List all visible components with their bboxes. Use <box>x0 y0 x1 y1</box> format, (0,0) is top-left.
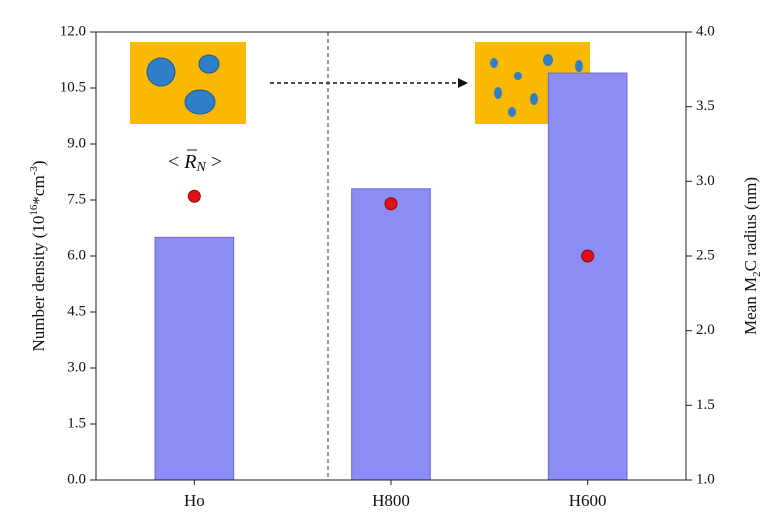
bar <box>154 236 235 481</box>
y2-tick-label: 3.0 <box>696 173 715 189</box>
bar <box>547 72 628 481</box>
inset-coarse <box>130 42 246 124</box>
y2-tick-label: 4.0 <box>696 23 715 39</box>
y-tick-label: 7.5 <box>67 191 86 207</box>
y2-axis-label: Mean M2C radius (nm) <box>741 177 763 335</box>
bar <box>351 188 431 481</box>
y2-tick-label: 1.5 <box>696 397 715 413</box>
y-tick-label: 1.5 <box>67 415 86 431</box>
x-tick-label: H800 <box>372 491 410 510</box>
point-annotation: < RN > <box>168 151 222 176</box>
y-tick-label: 10.5 <box>60 79 86 95</box>
point <box>187 189 201 203</box>
y2-tick-label: 1.0 <box>696 471 715 487</box>
y2-tick-label: 2.0 <box>696 322 715 338</box>
y-tick-label: 9.0 <box>67 135 86 151</box>
y-tick-label: 6.0 <box>67 247 86 263</box>
y-axis-label: Number density (1016*cm-3) <box>28 160 48 351</box>
arrow-head <box>458 78 468 88</box>
x-tick-label: Ho <box>184 491 205 510</box>
y-tick-label: 12.0 <box>60 23 86 39</box>
y-tick-label: 3.0 <box>67 359 86 375</box>
y-tick-label: 0.0 <box>67 471 86 487</box>
y2-tick-label: 3.5 <box>696 98 715 114</box>
x-tick-label: H600 <box>569 491 607 510</box>
y-tick-label: 4.5 <box>67 303 86 319</box>
y2-tick-label: 2.5 <box>696 247 715 263</box>
point <box>384 197 398 211</box>
plot-frame <box>95 31 687 481</box>
point <box>581 249 595 263</box>
